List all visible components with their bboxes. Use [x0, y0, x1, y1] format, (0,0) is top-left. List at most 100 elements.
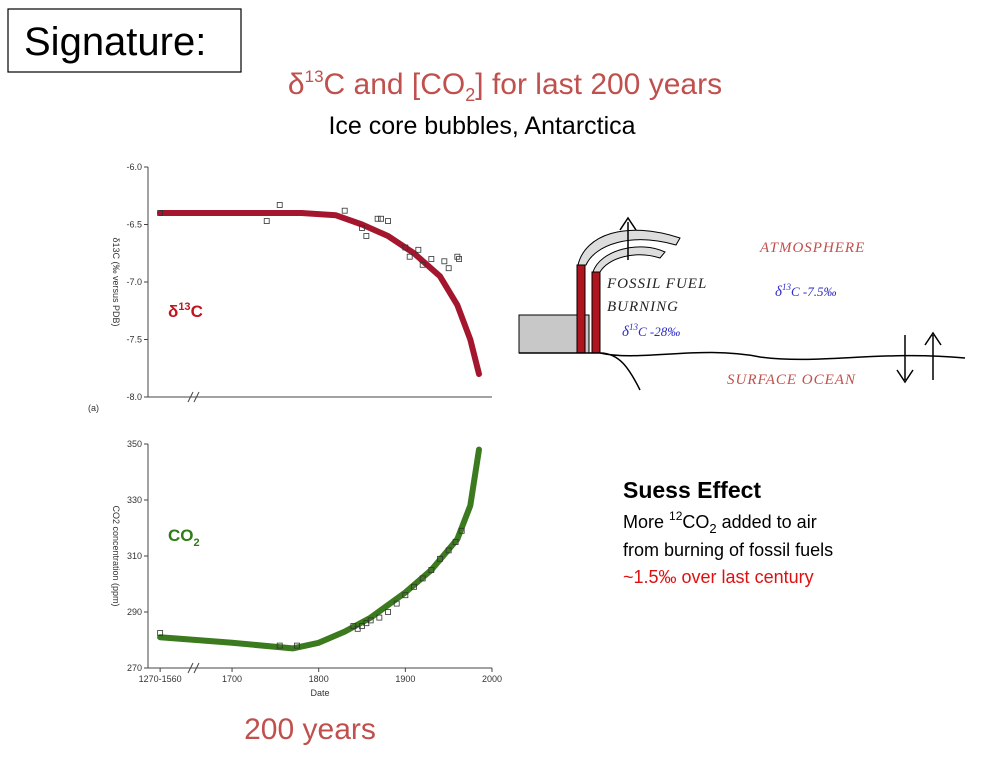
data-point [376, 614, 383, 621]
y-axis-label: CO2 concentration (ppm) [111, 505, 121, 606]
value-part: C -28‰ [638, 324, 680, 339]
data-point [452, 539, 459, 545]
data-point [359, 225, 365, 231]
annotation-part: δ [168, 302, 178, 321]
diagram-value: δ13C -28‰ [622, 322, 680, 340]
data-point [402, 244, 409, 251]
text-part: More [623, 512, 669, 532]
exchange-arrows [896, 331, 942, 384]
chart-annotation: CO2 [168, 526, 200, 549]
value-sup: 13 [629, 322, 639, 332]
y-tick-label: -6.5 [126, 220, 142, 230]
x-tick-label: 1900 [395, 674, 415, 684]
data-point [456, 256, 462, 262]
value-part: δ [622, 324, 630, 340]
data-point [276, 642, 283, 649]
value-part: δ [775, 284, 783, 300]
title-box [7, 8, 242, 73]
y-tick-label: -8.0 [126, 392, 142, 402]
text-part: CO [682, 512, 709, 532]
heading-part: C and [CO [324, 68, 466, 101]
data-point [157, 630, 164, 636]
value-sup: 13 [782, 282, 792, 292]
y-tick-label: 270 [127, 663, 142, 673]
heading-sup: 13 [305, 67, 324, 86]
slide-title: Signature: [24, 20, 206, 64]
x-tick-label: 1700 [222, 674, 242, 684]
data-point [415, 246, 422, 253]
subheading: Ice core bubbles, Antarctica [328, 112, 635, 140]
y-tick-label: -6.0 [126, 162, 142, 172]
data-line [157, 210, 482, 377]
text-part: added to air [717, 512, 817, 532]
diagram-label: FOSSIL FUEL [606, 276, 707, 292]
y-tick-label: 310 [127, 551, 142, 561]
annotation-part: CO [168, 526, 194, 545]
x-tick-label: 2000 [482, 674, 502, 684]
heading-part: δ [288, 68, 305, 101]
smoke [592, 246, 666, 273]
data-point [437, 555, 443, 562]
chimney [591, 271, 601, 354]
panel-label: (a) [88, 403, 99, 413]
text-sub: 2 [709, 521, 716, 536]
axis-break [187, 662, 200, 674]
diagram-label: SURFACE OCEAN [727, 372, 856, 388]
data-point [419, 575, 426, 582]
x-tick-label: 1800 [309, 674, 329, 684]
data-point [374, 215, 381, 222]
data-point [294, 642, 300, 649]
data-point [157, 210, 164, 216]
ocean-surface [519, 351, 966, 391]
data-point [385, 218, 391, 224]
heading: δ13C and [CO2] for last 200 years [288, 67, 722, 105]
y-tick-label: 290 [127, 607, 142, 617]
diagram-label: ATMOSPHERE [759, 240, 865, 256]
heading-sub: 2 [465, 85, 475, 105]
data-point [428, 567, 435, 573]
data-point [276, 202, 283, 208]
data-point [441, 258, 448, 265]
y-tick-label: -7.0 [126, 277, 142, 287]
axis-break [187, 391, 200, 403]
data-point [458, 527, 465, 534]
annotation-part: 2 [194, 537, 200, 549]
data-point [367, 617, 374, 624]
data-point [411, 583, 417, 590]
annotation-part: C [191, 302, 203, 321]
data-point [445, 547, 452, 554]
suess-line: ~1.5‰ over last century [623, 567, 814, 587]
footer: 200 years [244, 713, 376, 746]
y-tick-label: 330 [127, 495, 142, 505]
suess-line: More 12CO2 added to air [623, 509, 817, 536]
diagram-value: δ13C -7.5‰ [775, 282, 836, 300]
data-point [378, 215, 384, 222]
smoke [577, 229, 681, 266]
heading-part: ] for last 200 years [475, 68, 722, 101]
data-point [393, 600, 400, 607]
suess-title: Suess Effect [623, 477, 761, 503]
annotation-part: 13 [178, 301, 190, 313]
chart-annotation: δ13C [168, 301, 203, 321]
data-line [157, 446, 482, 652]
x-tick-label: 1270-1560 [139, 674, 182, 684]
data-point [363, 233, 370, 239]
fossil-diagram: ATMOSPHERE δ13C -7.5‰ FOSSIL FUEL BURNIN… [518, 216, 966, 391]
y-tick-label: 350 [127, 439, 142, 449]
x-axis-label: Date [310, 688, 329, 698]
y-axis-label: δ13C (‰ versus PDB) [111, 237, 121, 326]
data-point [341, 207, 348, 214]
data-point [406, 253, 413, 260]
arrow [619, 216, 637, 260]
suess-line: from burning of fossil fuels [623, 540, 833, 560]
value-part: C -7.5‰ [791, 284, 837, 299]
data-point [445, 265, 452, 272]
data-point [428, 256, 435, 262]
data-point [385, 609, 391, 615]
data-point [419, 261, 426, 268]
chimney [576, 264, 586, 354]
text-sup: 12 [669, 509, 683, 523]
diagram-label: BURNING [607, 299, 679, 315]
y-tick-label: -7.5 [126, 335, 142, 345]
